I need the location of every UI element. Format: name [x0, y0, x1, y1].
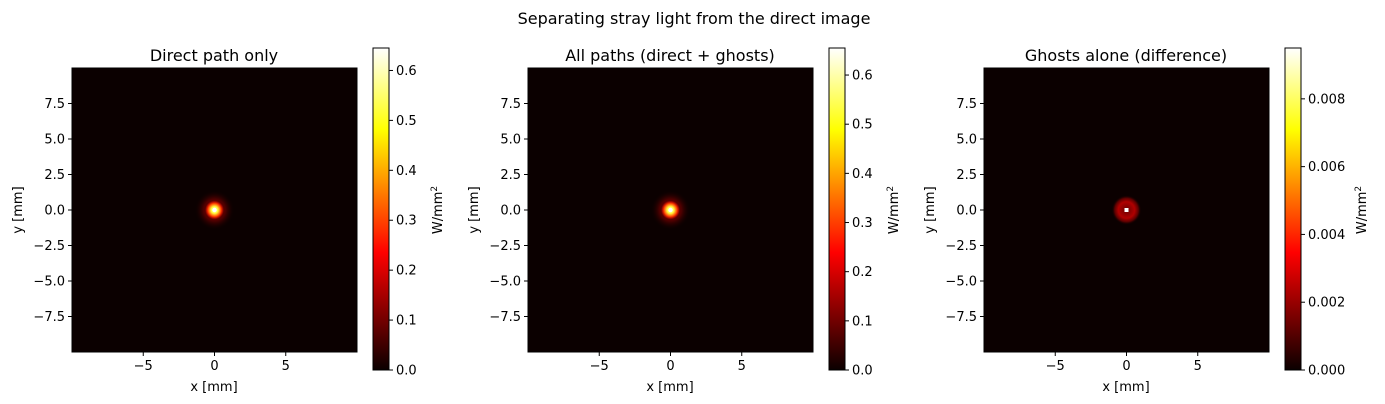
x-tick-label: 0 [1122, 359, 1130, 374]
y-axis-label: y [mm] [11, 186, 26, 233]
spot-layer [650, 190, 691, 230]
colorbar-tick-label: 0.008 [1308, 92, 1345, 107]
x-tick-label: 0 [666, 359, 674, 374]
x-tick-label: 5 [738, 359, 746, 374]
colorbar-label: W/mm2 [886, 186, 902, 234]
y-tick-label: −5.0 [489, 275, 521, 290]
y-tick-label: 0.0 [956, 204, 977, 219]
colorbar-tick-label: 0.2 [396, 264, 417, 279]
y-tick-label: 2.5 [44, 168, 65, 183]
y-tick-label: 5.0 [500, 133, 521, 148]
x-tick-label: −5 [1046, 359, 1065, 374]
colorbar-tick-label: 0.4 [852, 167, 873, 182]
spot-peak [668, 207, 673, 213]
y-ticks: 7.5 5.0 2.5 0.0 −2.5 −5.0 −7.5 [945, 97, 984, 325]
colorbar-tick-label: 0.6 [852, 69, 873, 84]
colorbar-ticks: 0.0 0.1 0.2 0.3 0.4 0.5 0.6 [389, 64, 417, 379]
colorbar [372, 47, 390, 371]
panel-title: All paths (direct + ghosts) [565, 46, 775, 65]
y-tick-label: −7.5 [945, 310, 977, 325]
y-tick-label: 7.5 [956, 97, 977, 112]
y-tick-label: −2.5 [33, 239, 65, 254]
panel-title: Direct path only [150, 46, 278, 65]
ghost-peak [1124, 208, 1129, 212]
x-tick-label: 5 [282, 359, 290, 374]
y-tick-label: 0.0 [500, 204, 521, 219]
colorbar-tick-label: 0.0 [396, 364, 417, 379]
colorbar-tick-label: 0.3 [852, 216, 873, 231]
y-tick-label: −5.0 [33, 275, 65, 290]
colorbar-label: W/mm2 [1354, 186, 1370, 234]
spot-peak [212, 207, 217, 213]
y-tick-label: −5.0 [945, 275, 977, 290]
colorbar-tick-label: 0.4 [396, 164, 417, 179]
colorbar-tick-label: 0.5 [852, 118, 873, 133]
x-ticks: −5 0 5 [1046, 352, 1202, 374]
colorbar [1284, 47, 1302, 371]
y-tick-label: 7.5 [500, 97, 521, 112]
colorbar-tick-label: 0.1 [396, 314, 417, 329]
colorbar-tick-label: 0.006 [1308, 160, 1345, 175]
y-tick-label: 5.0 [956, 133, 977, 148]
colorbar-tick-label: 0.0 [852, 364, 873, 379]
x-axis-label: x [mm] [190, 380, 237, 395]
y-tick-label: 2.5 [500, 168, 521, 183]
panel-1: Direct path only −5 0 5 7.5 5.0 2.5 0.0 −2.5 −5… [11, 46, 446, 395]
colorbar-tick-label: 0.002 [1308, 296, 1345, 311]
x-tick-label: 0 [210, 359, 218, 374]
panel-2: All paths (direct + ghosts) −5 0 5 7.5 5.0 2… [467, 46, 902, 395]
y-ticks: 7.5 5.0 2.5 0.0 −2.5 −5.0 −7.5 [33, 97, 72, 325]
x-tick-label: 5 [1194, 359, 1202, 374]
x-ticks: −5 0 5 [134, 352, 290, 374]
colorbar-tick-label: 0.1 [852, 314, 873, 329]
spot-layer [194, 190, 235, 230]
x-tick-label: −5 [590, 359, 609, 374]
colorbar-ticks: 0.0 0.1 0.2 0.3 0.4 0.5 0.6 [845, 69, 873, 379]
y-tick-label: −7.5 [489, 310, 521, 325]
colorbar-tick-label: 0.2 [852, 265, 873, 280]
y-tick-label: 7.5 [44, 97, 65, 112]
panel-title: Ghosts alone (difference) [1025, 46, 1227, 65]
x-axis-label: x [mm] [1102, 380, 1149, 395]
x-ticks: −5 0 5 [590, 352, 746, 374]
colorbar-ticks: 0.000 0.002 0.004 0.006 0.008 [1301, 92, 1345, 379]
y-tick-label: 2.5 [956, 168, 977, 183]
y-tick-label: −2.5 [489, 239, 521, 254]
panel-3: Ghosts alone (difference) −5 0 5 7.5 5.0 2.5… [923, 46, 1370, 395]
colorbar-tick-label: 0.5 [396, 114, 417, 129]
y-tick-label: −7.5 [33, 310, 65, 325]
spot-layer [1111, 195, 1142, 225]
colorbar-tick-label: 0.004 [1308, 228, 1345, 243]
y-axis-label: y [mm] [467, 186, 482, 233]
x-tick-label: −5 [134, 359, 153, 374]
y-tick-label: 5.0 [44, 133, 65, 148]
y-tick-label: −2.5 [945, 239, 977, 254]
x-axis-label: x [mm] [646, 380, 693, 395]
figure-suptitle: Separating stray light from the direct i… [518, 9, 871, 28]
colorbar [828, 47, 846, 371]
y-tick-label: 0.0 [44, 204, 65, 219]
colorbar-tick-label: 0.000 [1308, 364, 1345, 379]
colorbar-label: W/mm2 [430, 186, 446, 234]
y-ticks: 7.5 5.0 2.5 0.0 −2.5 −5.0 −7.5 [489, 97, 528, 325]
colorbar-tick-label: 0.3 [396, 214, 417, 229]
colorbar-tick-label: 0.6 [396, 64, 417, 79]
y-axis-label: y [mm] [923, 186, 938, 233]
